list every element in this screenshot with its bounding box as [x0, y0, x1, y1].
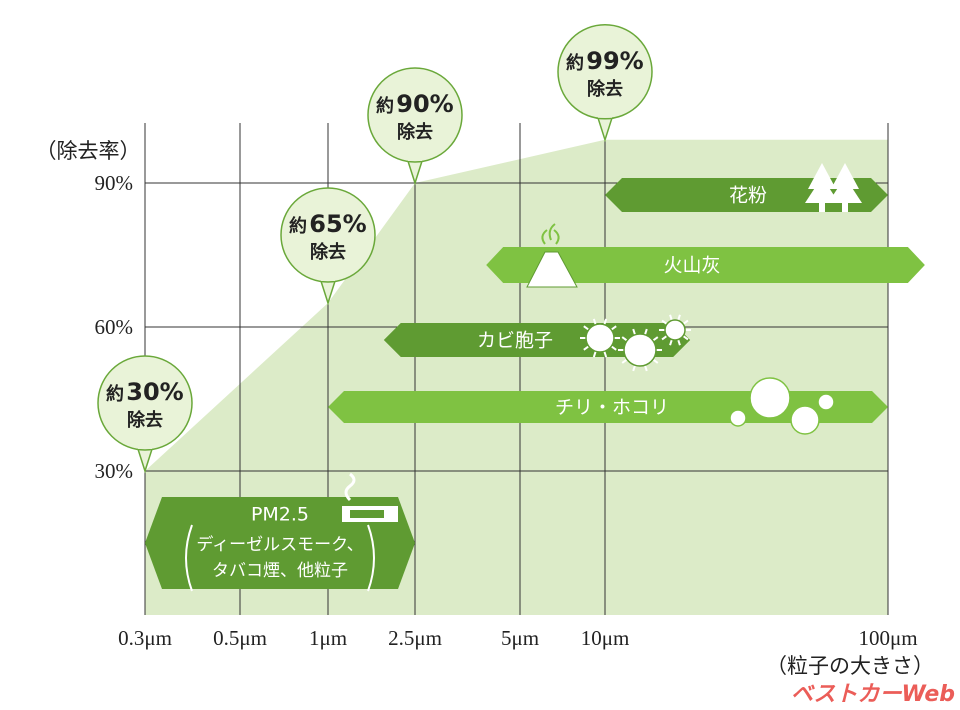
trunk [842, 203, 848, 212]
icon-dust [729, 377, 835, 435]
value-label: 65% [309, 210, 366, 238]
callout-suffix: 除去 [310, 241, 346, 263]
callout-prefix: 約 [566, 52, 584, 74]
paren [367, 524, 375, 592]
callout-suffix: 除去 [127, 409, 163, 431]
tree [808, 163, 836, 189]
filter [350, 510, 384, 518]
range-label: 花粉 [729, 185, 767, 207]
watermark: ベストカーWeb [791, 682, 955, 707]
callout-suffix: 除去 [587, 78, 623, 100]
x-axis-label: （粒子の大きさ） [766, 654, 934, 678]
value-label: 99% [586, 47, 643, 75]
callout: 約 30% 除去 [97, 355, 193, 474]
germ [585, 323, 615, 353]
callout: 約 65% 除去 [280, 187, 376, 306]
callout-prefix: 約 [289, 215, 307, 237]
callout-suffix: 除去 [397, 121, 433, 143]
y-tick-label: 90% [95, 171, 134, 195]
callout-prefix: 約 [106, 383, 124, 405]
smoke [541, 223, 560, 245]
x-tick-label: 100μm [858, 626, 917, 650]
range-label: 火山灰 [663, 255, 720, 277]
callout-bubble [97, 355, 193, 451]
smoke [344, 472, 356, 502]
tail-cover [321, 276, 335, 281]
range-bar [486, 247, 925, 283]
x-tick-label: 0.5μm [213, 626, 267, 650]
callout-bubble [557, 24, 653, 120]
tail-cover [138, 444, 152, 449]
x-tick-label: 10μm [581, 626, 630, 650]
trunk [819, 203, 825, 212]
icon-volcano [526, 223, 578, 288]
icon-trees [805, 163, 862, 212]
tree [828, 177, 862, 203]
y-axis-label: （除去率） [36, 139, 141, 163]
paren [185, 524, 193, 592]
value-label: 30% [126, 378, 183, 406]
germ [623, 333, 657, 367]
callout: 約 90% 除去 [367, 67, 463, 186]
range-note: ディーゼルスモーク、 [196, 534, 363, 555]
germ [664, 319, 686, 341]
range-label: カビ胞子 [477, 330, 553, 352]
tail-cover [598, 112, 612, 118]
callout: 約 99% 除去 [557, 24, 653, 143]
x-tick-label: 1μm [309, 626, 347, 650]
dust [817, 393, 835, 411]
x-tick-label: 5μm [501, 626, 539, 650]
y-tick-label: 60% [95, 315, 134, 339]
range-label: PM2.5 [251, 504, 309, 526]
callout-prefix: 約 [376, 95, 394, 117]
range-label: チリ・ホコリ [555, 397, 669, 419]
callout-bubble [367, 67, 463, 163]
dust [790, 405, 820, 435]
range-note: タバコ煙、他粒子 [212, 561, 348, 581]
callout-bubble [280, 187, 376, 283]
tail-cover [408, 156, 422, 161]
icon-germs [580, 314, 691, 372]
volcano [526, 251, 578, 288]
tree [831, 163, 859, 189]
tree [805, 177, 839, 203]
dust [749, 377, 791, 419]
x-tick-label: 2.5μm [388, 626, 442, 650]
icon-cigarette [342, 472, 398, 522]
y-tick-label: 30% [95, 459, 134, 483]
dust [729, 409, 747, 427]
value-label: 90% [396, 90, 453, 118]
range-bar [328, 391, 888, 423]
x-tick-label: 0.3μm [118, 626, 172, 650]
